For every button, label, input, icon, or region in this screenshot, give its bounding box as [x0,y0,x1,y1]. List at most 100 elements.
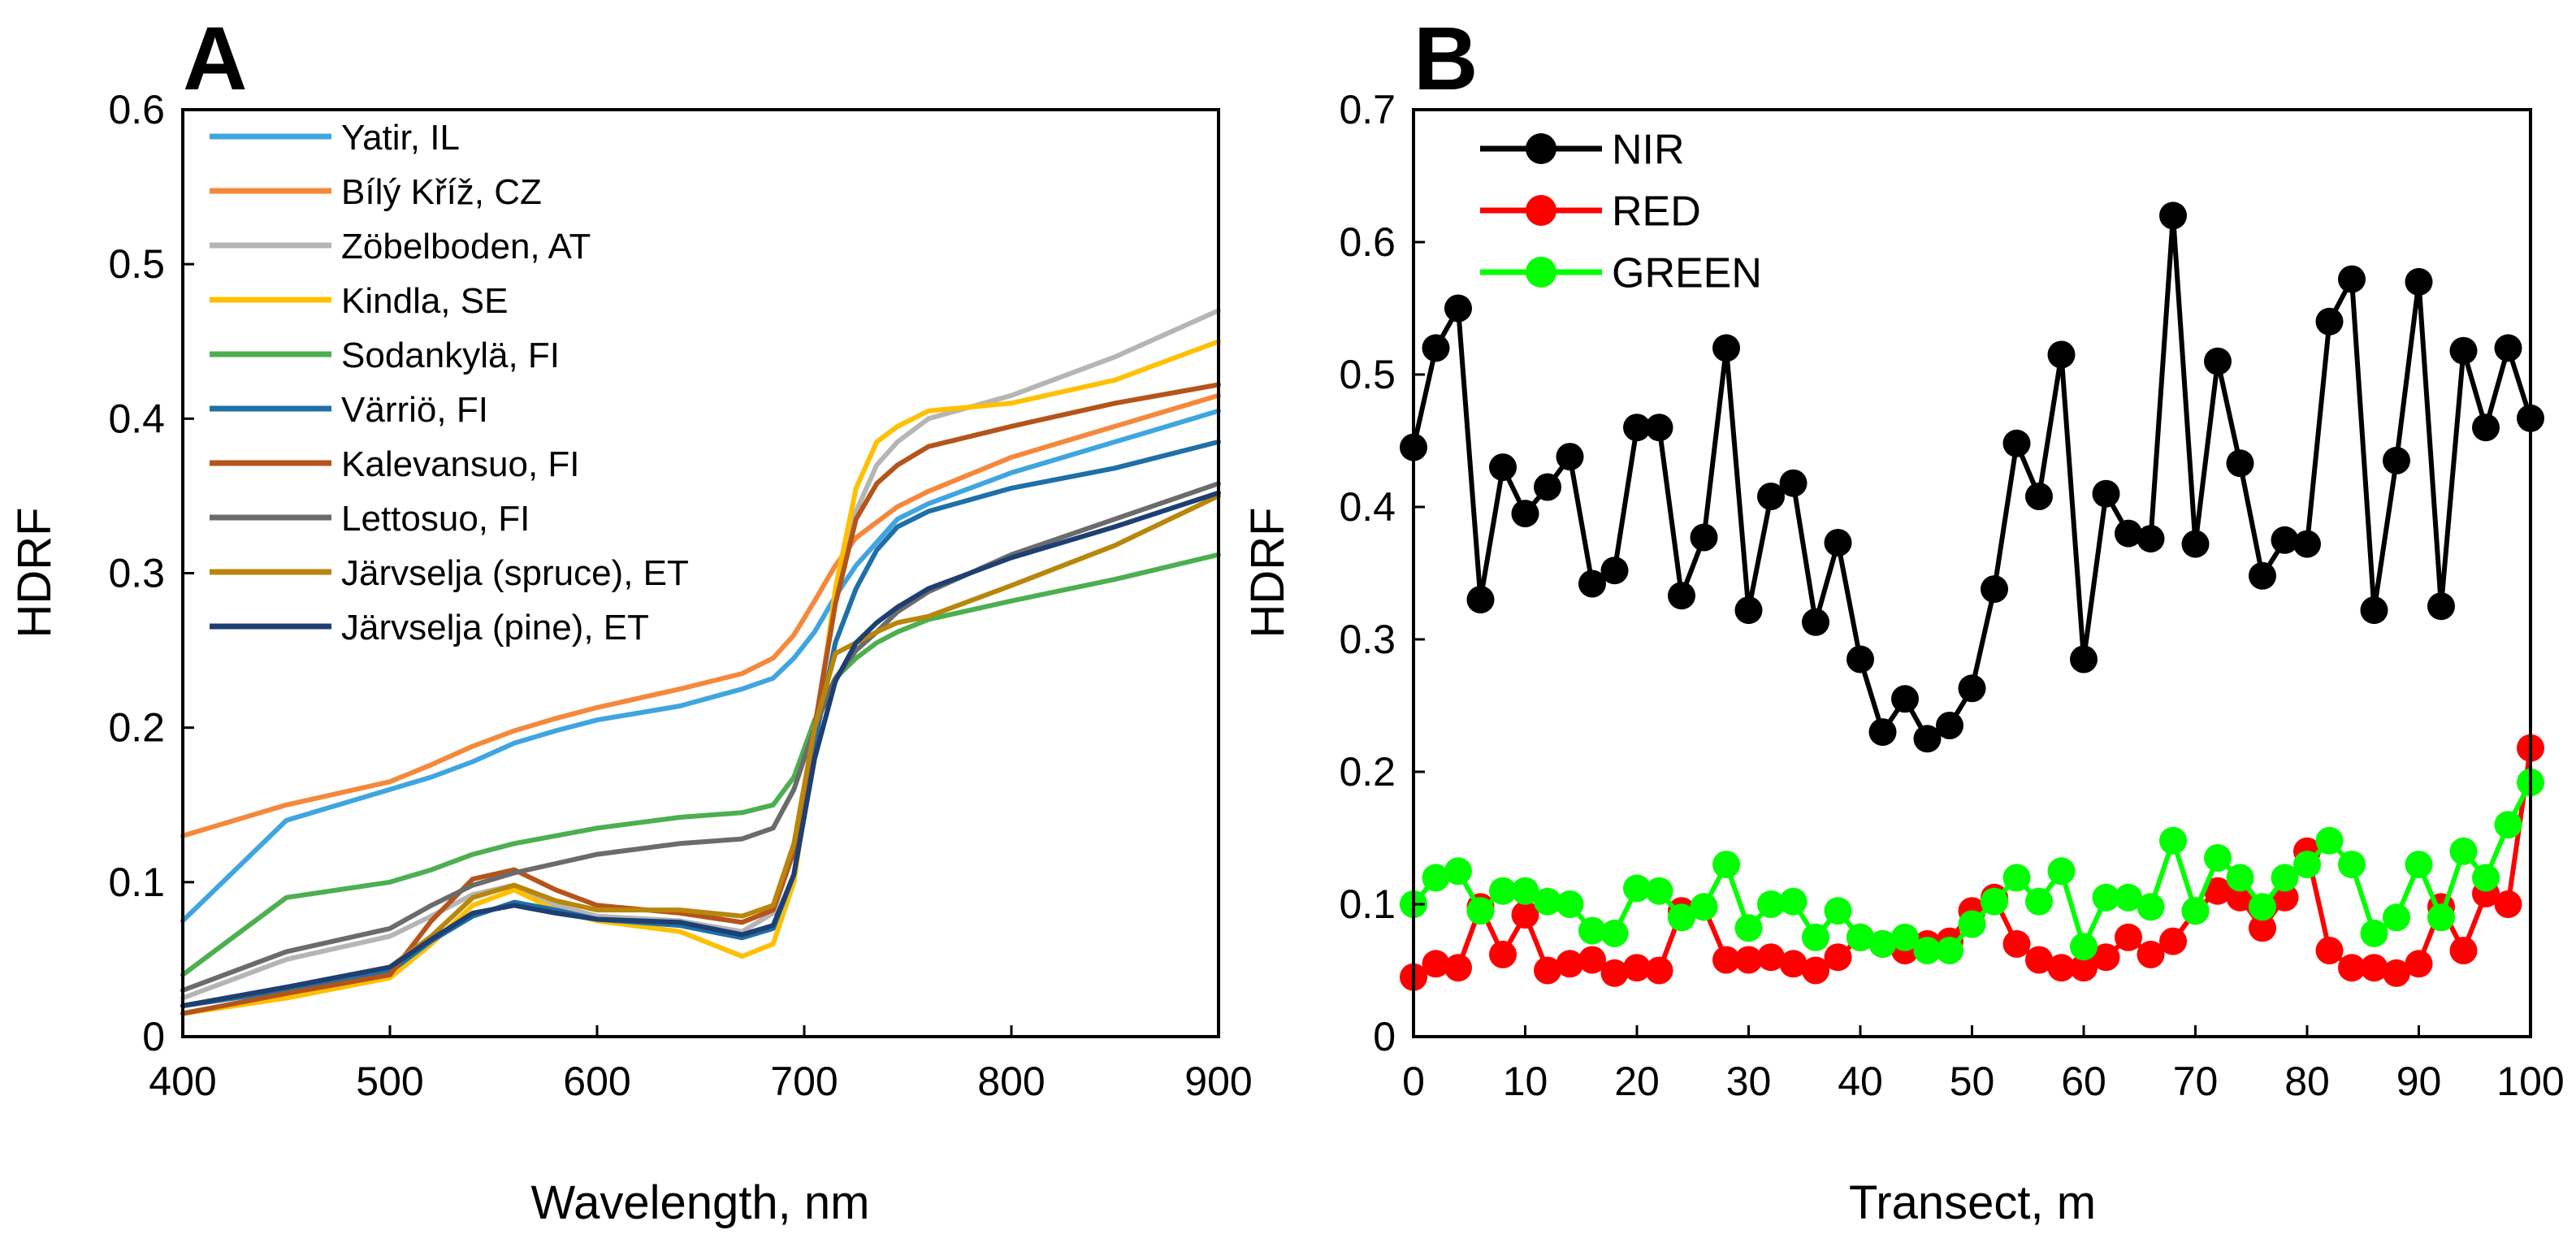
point-nir [1779,469,1808,497]
legend-label-red: RED [1612,188,1701,236]
panel-a-frame [181,108,1220,1038]
panel-b-xtick-label: 40 [1838,1059,1883,1104]
point-nir [1645,414,1673,442]
legend-label-green: GREEN [1612,250,1762,297]
point-nir [1981,575,2008,604]
point-nir [1422,334,1450,362]
point-green [2315,826,2344,855]
point-green [1645,877,1673,905]
series-line-jarvselja-pine-et [180,490,1221,1008]
point-nir [1757,483,1785,510]
panel-b-xtick-label: 20 [1614,1059,1660,1104]
point-green [1444,857,1472,886]
panel-a-series [180,308,1221,1016]
point-nir [1846,645,1874,673]
legend-label-zobelboden-at: Zöbelboden, AT [341,227,591,266]
point-green [1779,887,1808,916]
legend-label-lettosuo-fi: Lettosuo, FI [341,499,530,539]
point-nir [1734,596,1763,625]
point-green [1802,923,1829,951]
point-red [1645,956,1673,985]
point-nir [1824,529,1852,557]
panel-a-ytick-label: 0.5 [108,241,165,287]
point-red [1511,901,1539,929]
legend-label-varrio-fi: Värriö, FI [341,390,488,430]
point-nir [2204,347,2232,375]
series-line-varrio-fi [180,439,1221,1008]
point-nir [2494,334,2522,362]
point-red [2338,954,2366,982]
point-nir [2338,265,2366,293]
point-nir [1466,586,1495,614]
point-red [2159,927,2187,955]
point-nir [1534,473,1561,501]
point-green [1489,877,1517,905]
point-green [2204,844,2232,872]
panel-a-ylabel: HDRF [8,507,61,638]
point-green [1623,874,1651,903]
panel-a-xtick-label: 800 [977,1059,1045,1104]
panel-a-xtick-label: 700 [770,1059,838,1104]
point-green [1422,864,1450,892]
panel-a-label: A [183,9,247,109]
panel-b-ylabel: HDRF [1241,507,1294,638]
point-red [2092,943,2120,972]
point-nir [2047,340,2076,369]
point-nir [2092,479,2120,508]
legend-label-kalevansuo-fi: Kalevansuo, FI [341,444,580,484]
panel-a-xtick-label: 500 [356,1059,423,1104]
panel-a-ytick-label: 0.1 [108,860,165,905]
panel-b-ytick-label: 0.4 [1339,484,1396,530]
point-green [2115,883,2142,912]
point-green [2070,933,2098,961]
point-red [2383,959,2410,987]
legend-label-nir: NIR [1612,127,1685,174]
point-red [1712,946,1740,974]
panel-b-ytick-label: 0.6 [1339,219,1396,265]
point-nir [2293,530,2321,558]
point-green [1913,937,1942,964]
point-green [1981,887,2008,916]
point-nir [1444,294,1472,323]
point-green [2025,887,2053,916]
panel-a: A 400 500 600 700 800 90000.10.20.30.40.50.6 … [8,9,1253,1229]
panel-a-ytick-label: 0 [142,1014,165,1059]
point-green [2293,851,2321,879]
panel-b-ytick-label: 0.3 [1339,617,1396,662]
point-red [2249,914,2276,942]
point-green [2360,919,2388,947]
panel-a-xlabel: Wavelength, nm [531,1176,870,1229]
point-nir [2271,526,2299,554]
panel-b-label: B [1414,9,1478,109]
point-green [1466,897,1495,925]
point-green [1936,937,1963,964]
point-nir [1868,718,1897,747]
point-nir [2405,267,2433,296]
point-green [2427,903,2455,932]
point-nir [2315,307,2344,336]
point-red [2047,954,2076,982]
point-nir [1891,685,1919,713]
point-green [2002,864,2031,892]
panel-b-xtick-label: 70 [2173,1059,2219,1104]
legend-label-jarvselja-spruce-et: Järvselja (spruce), ET [341,553,689,593]
panel-a-ytick-label: 0.2 [108,705,165,751]
point-green [1534,887,1561,916]
point-nir [1668,582,1695,610]
point-green [2226,864,2254,892]
panel-b-xtick-label: 30 [1726,1059,1772,1104]
point-red [1489,940,1517,968]
point-green [2338,851,2366,879]
legend-marker-green [1526,257,1556,288]
point-red [1422,950,1450,978]
series-line-lettosuo-fi [180,481,1221,993]
point-nir [2360,596,2388,625]
point-nir [2226,449,2254,478]
point-green [1690,893,1718,921]
point-nir [2137,525,2165,553]
point-green [2449,837,2478,865]
panel-a-ytick-label: 0.4 [108,396,165,441]
point-red [2137,940,2165,968]
point-nir [2449,336,2478,365]
panel-a-xtick-label: 600 [563,1059,630,1104]
